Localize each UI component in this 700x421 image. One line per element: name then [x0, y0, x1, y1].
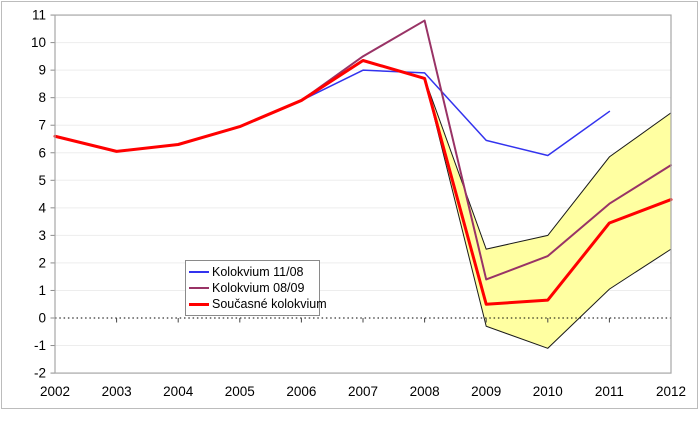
y-axis-label: -1 [34, 338, 46, 353]
x-axis-label: 2005 [225, 384, 255, 399]
y-axis-label: 11 [32, 8, 46, 23]
y-axis-label: 3 [38, 228, 46, 243]
chart-legend: Kolokvium 11/08 Kolokvium 08/09 Současné… [185, 260, 327, 316]
y-axis-label: 2 [38, 255, 46, 270]
legend-label: Kolokvium 08/09 [212, 281, 305, 295]
y-axis-label: 7 [38, 118, 46, 133]
y-axis-label: 4 [38, 200, 46, 215]
y-axis-label: 9 [38, 63, 46, 78]
x-axis-label: 2002 [40, 384, 70, 399]
legend-line-swatch-1 [189, 287, 209, 289]
legend-item-kolokvium-08-09: Kolokvium 08/09 [189, 280, 315, 296]
y-axis-label: 5 [38, 173, 46, 188]
x-axis-label: 2010 [533, 384, 563, 399]
legend-label: Současné kolokvium [212, 297, 327, 311]
legend-line-swatch-2 [189, 302, 209, 306]
x-axis-label: 2006 [286, 384, 316, 399]
legend-label: Kolokvium 11/08 [212, 265, 304, 279]
y-axis-label: 6 [38, 145, 46, 160]
legend-line-swatch-0 [189, 271, 209, 273]
x-axis-label: 2009 [471, 384, 501, 399]
legend-item-kolokvium-11-08: Kolokvium 11/08 [189, 264, 315, 280]
plot-frame [54, 14, 672, 374]
x-axis-label: 2003 [102, 384, 132, 399]
x-axis-label: 2004 [163, 384, 194, 399]
x-axis-label: 2011 [595, 384, 624, 399]
y-axis-label: 1 [38, 283, 46, 298]
x-axis-label: 2008 [410, 384, 440, 399]
legend-item-soucasne-kolokvium: Současné kolokvium [189, 296, 327, 312]
y-axis-label: -2 [34, 366, 46, 381]
y-axis-label: 10 [31, 35, 46, 50]
y-axis-label: 0 [38, 311, 46, 326]
x-axis-label: 2012 [656, 384, 686, 399]
series-line-sou-asn-kolokvium [53, 59, 673, 306]
y-axis-label: 8 [38, 90, 46, 105]
x-axis-label: 2007 [348, 384, 378, 399]
